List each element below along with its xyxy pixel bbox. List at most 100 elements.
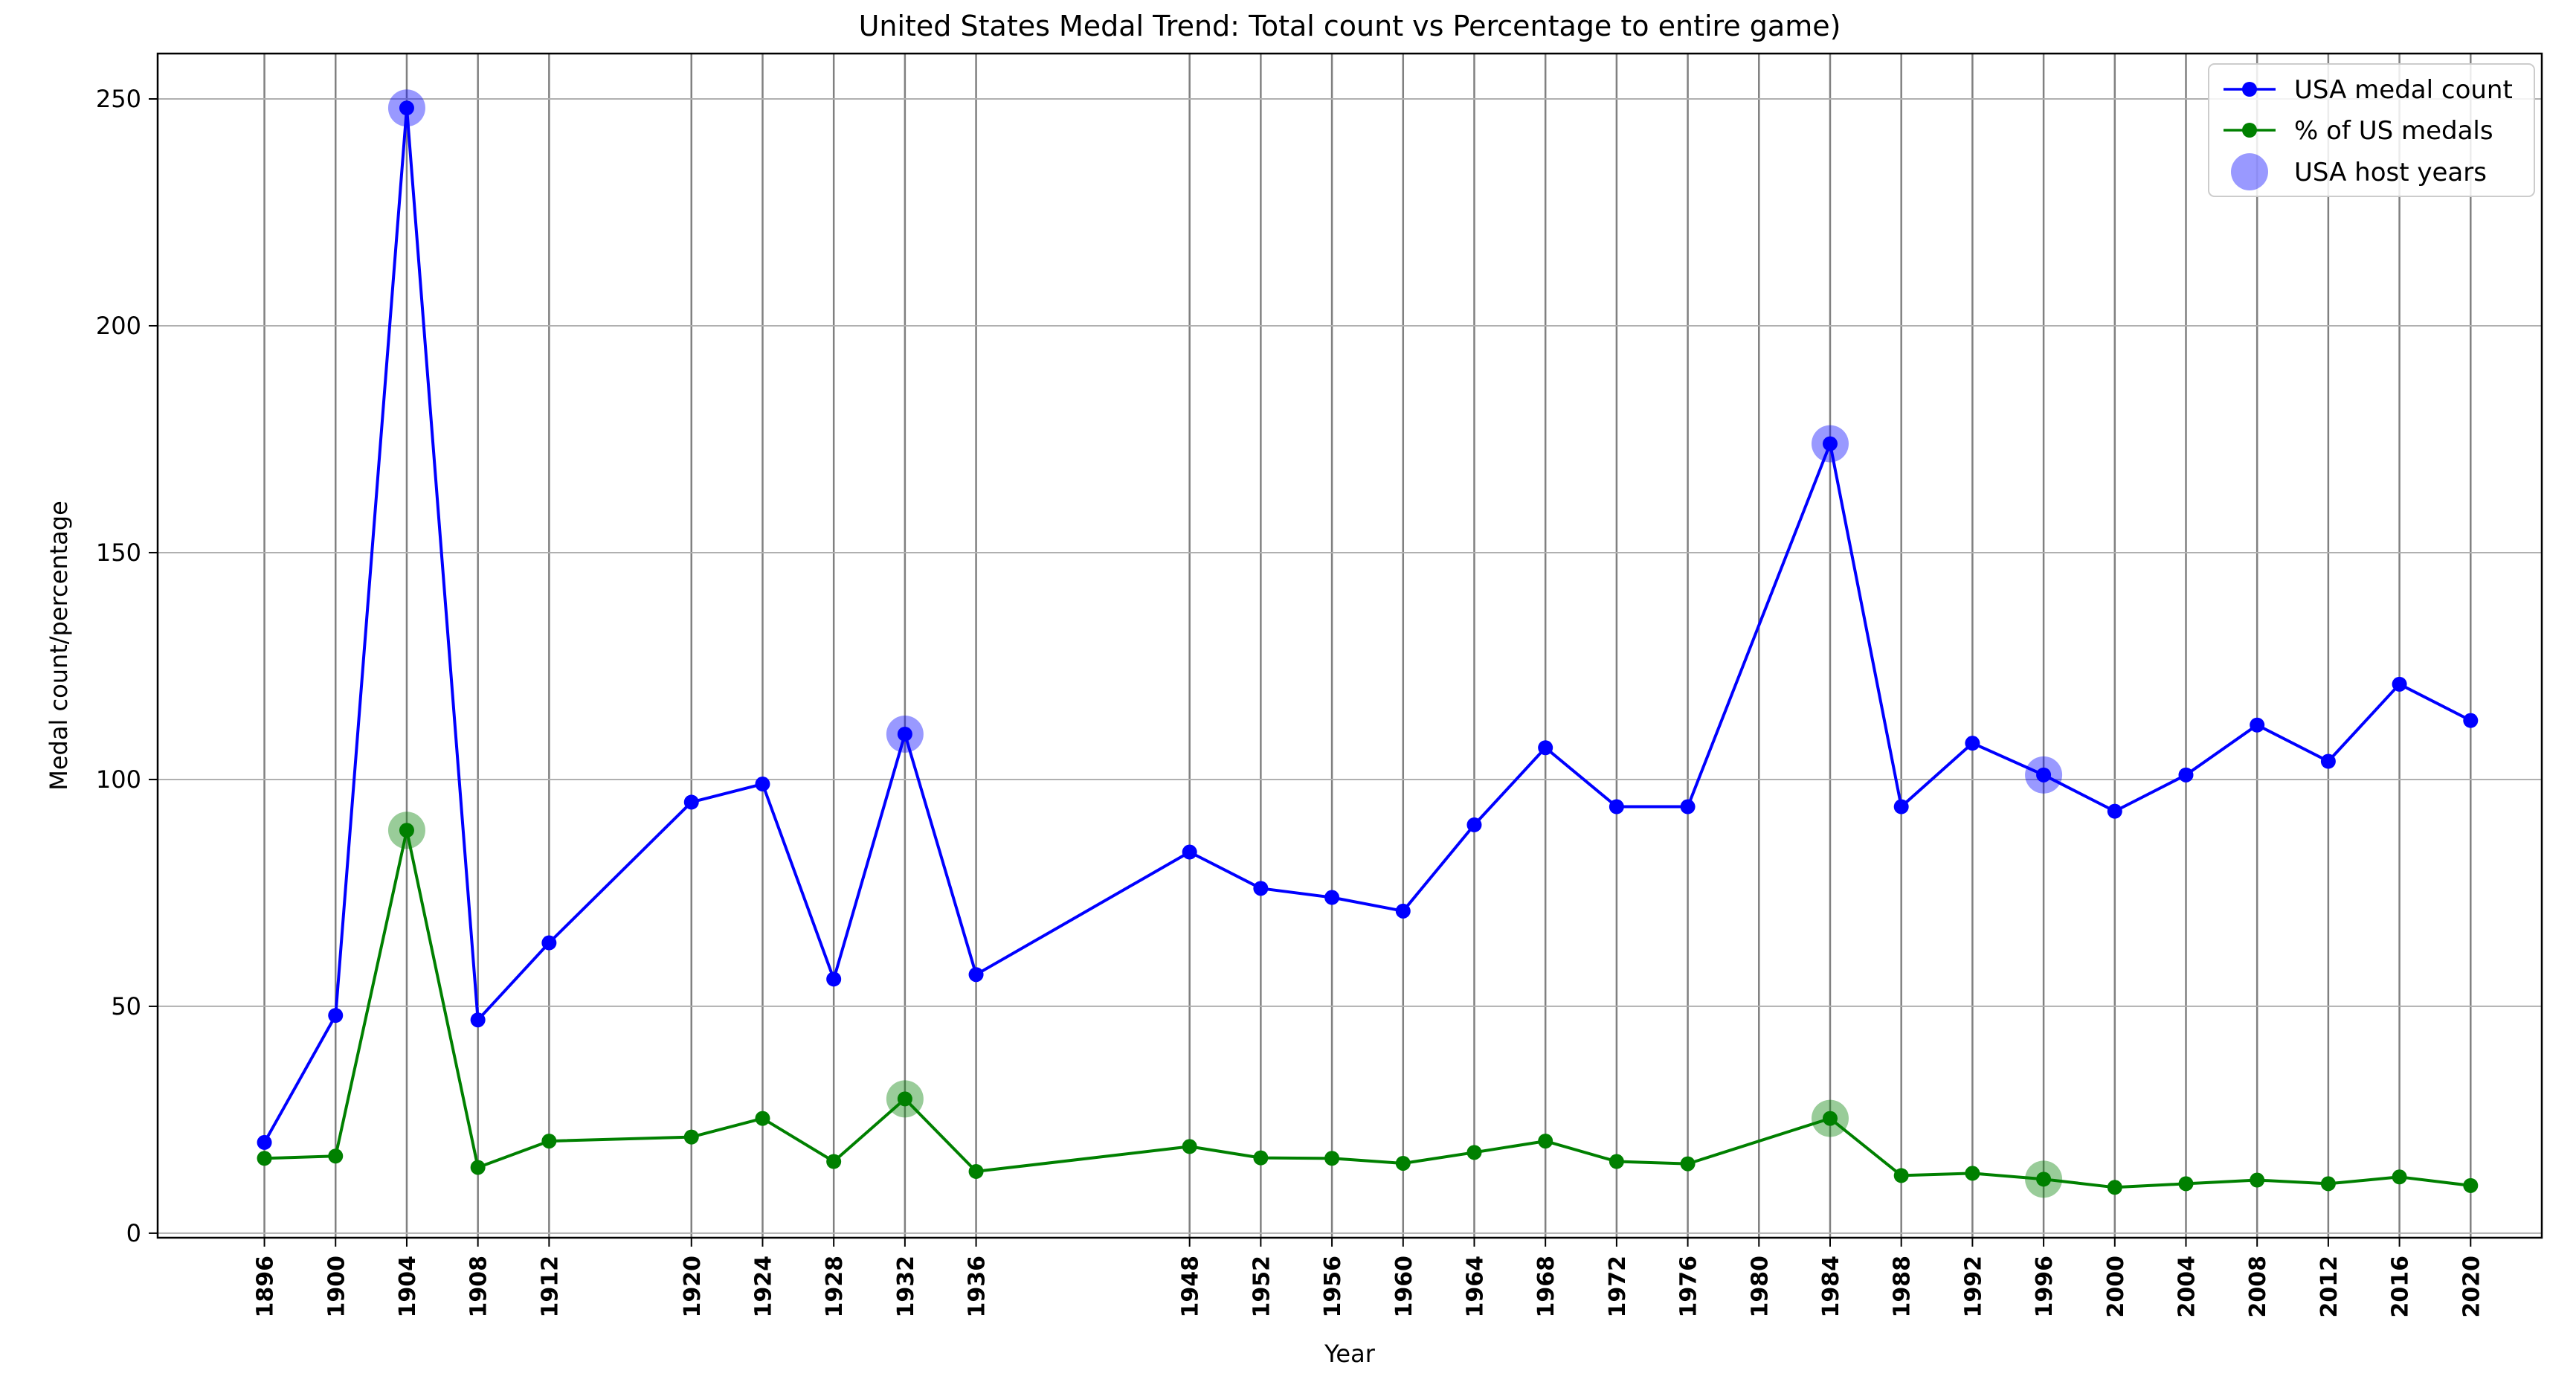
chart-title: United States Medal Trend: Total count v… bbox=[859, 10, 1841, 42]
x-tick-label: 1932 bbox=[893, 1256, 919, 1318]
y-tick-label: 50 bbox=[111, 992, 141, 1021]
data-point bbox=[257, 1151, 272, 1166]
x-tick-label: 1992 bbox=[1960, 1256, 1986, 1318]
y-tick-label: 150 bbox=[96, 539, 141, 567]
plot-frame bbox=[156, 52, 2543, 1239]
x-tick-label: 2020 bbox=[2459, 1256, 2485, 1318]
x-tick-label: 1976 bbox=[1676, 1256, 1702, 1318]
data-point bbox=[257, 1134, 272, 1150]
data-point bbox=[2250, 717, 2265, 733]
legend-box bbox=[2208, 63, 2535, 197]
data-point bbox=[399, 823, 414, 838]
data-point bbox=[2392, 676, 2407, 692]
data-point bbox=[1395, 903, 1411, 919]
x-tick-label: 1948 bbox=[1178, 1256, 1204, 1318]
data-point bbox=[755, 1111, 770, 1126]
x-tick-label: 1900 bbox=[323, 1256, 350, 1318]
x-tick-label: 1984 bbox=[1818, 1256, 1844, 1318]
legend-label-host: USA host years bbox=[2294, 158, 2487, 187]
legend-label-percent: % of US medals bbox=[2294, 116, 2493, 146]
data-point bbox=[1538, 1134, 1553, 1149]
data-point bbox=[683, 1129, 699, 1145]
data-point bbox=[826, 1154, 842, 1169]
data-point bbox=[1609, 1154, 1624, 1169]
data-point bbox=[1253, 881, 1269, 896]
x-tick-label: 1912 bbox=[537, 1256, 563, 1318]
host-year-marker bbox=[886, 715, 924, 753]
x-tick-label: 2000 bbox=[2103, 1256, 2129, 1318]
x-tick-label: 1920 bbox=[680, 1256, 706, 1318]
grid bbox=[158, 54, 2542, 1238]
host-year-marker bbox=[1811, 425, 1849, 463]
x-tick-label: 1908 bbox=[466, 1256, 492, 1318]
data-point bbox=[1182, 1139, 1197, 1154]
data-point bbox=[2036, 1172, 2052, 1187]
x-tick-label: 1956 bbox=[1320, 1256, 1346, 1318]
x-tick-label: 1980 bbox=[1747, 1256, 1773, 1318]
data-point bbox=[897, 726, 912, 742]
data-point bbox=[1893, 1168, 1909, 1183]
x-tick-label: 1996 bbox=[2032, 1256, 2058, 1318]
data-point bbox=[826, 971, 842, 987]
host-year-marker bbox=[2025, 1160, 2063, 1198]
data-point bbox=[1538, 740, 1553, 756]
data-point bbox=[1324, 890, 1340, 905]
x-tick-label: 2008 bbox=[2245, 1256, 2271, 1318]
data-point bbox=[2320, 1176, 2336, 1192]
data-point bbox=[1965, 1166, 1980, 1181]
x-tick-label: 1928 bbox=[822, 1256, 848, 1318]
x-tick-label: 1896 bbox=[253, 1256, 279, 1318]
data-point bbox=[1680, 1156, 1696, 1172]
data-point bbox=[2320, 753, 2336, 769]
series-line bbox=[264, 829, 2471, 1189]
legend-marker-percent bbox=[2242, 123, 2257, 138]
data-point bbox=[1395, 1155, 1411, 1171]
x-tick-label: 1924 bbox=[750, 1256, 776, 1318]
data-point bbox=[1893, 799, 1909, 814]
data-point bbox=[683, 794, 699, 810]
data-point bbox=[968, 1163, 984, 1179]
x-axis-label: Year bbox=[1324, 1340, 1376, 1368]
data-point bbox=[470, 1012, 486, 1028]
x-tick-label: 1936 bbox=[965, 1256, 991, 1318]
x-tick-label: 1968 bbox=[1533, 1256, 1559, 1318]
data-point bbox=[1182, 844, 1197, 860]
y-tick-label: 250 bbox=[96, 85, 141, 113]
data-point bbox=[1609, 799, 1624, 814]
data-point bbox=[1324, 1151, 1340, 1166]
data-point bbox=[328, 1008, 344, 1024]
data-point bbox=[470, 1160, 486, 1175]
legend: USA medal count % of US medals USA host … bbox=[2208, 63, 2535, 197]
x-tick-label: 1904 bbox=[395, 1256, 421, 1318]
data-point bbox=[2250, 1172, 2265, 1188]
legend-marker-host bbox=[2231, 153, 2268, 190]
y-tick-label: 0 bbox=[126, 1219, 141, 1247]
data-point bbox=[541, 935, 557, 951]
host-year-marker bbox=[886, 1080, 924, 1118]
legend-label-count: USA medal count bbox=[2294, 75, 2513, 105]
host-year-marker bbox=[1811, 1099, 1849, 1137]
data-point bbox=[1680, 799, 1696, 814]
data-point bbox=[1466, 1145, 1482, 1160]
data-point bbox=[755, 777, 770, 792]
data-point bbox=[328, 1148, 344, 1164]
series-percent bbox=[257, 812, 2479, 1198]
data-point bbox=[2107, 803, 2122, 819]
data-point bbox=[1822, 1111, 1838, 1126]
data-point bbox=[399, 100, 414, 116]
host-year-marker bbox=[2025, 756, 2063, 794]
y-axis: 0 50 100 150 200 250 bbox=[96, 85, 158, 1247]
data-point bbox=[2178, 767, 2194, 783]
series-line bbox=[263, 106, 2472, 1143]
host-year-marker bbox=[387, 812, 425, 849]
data-point bbox=[2392, 1169, 2407, 1185]
x-axis: 1896 1900 1904 1908 1912 1920 1924 1928 1932 1936… bbox=[253, 1238, 2485, 1318]
data-point bbox=[1466, 817, 1482, 832]
y-tick-label: 100 bbox=[96, 765, 141, 794]
x-tick-label: 1972 bbox=[1605, 1256, 1631, 1318]
data-point bbox=[1965, 736, 1980, 751]
series-layer bbox=[257, 89, 2479, 1198]
legend-marker-count bbox=[2242, 82, 2257, 97]
data-point bbox=[2178, 1176, 2194, 1192]
